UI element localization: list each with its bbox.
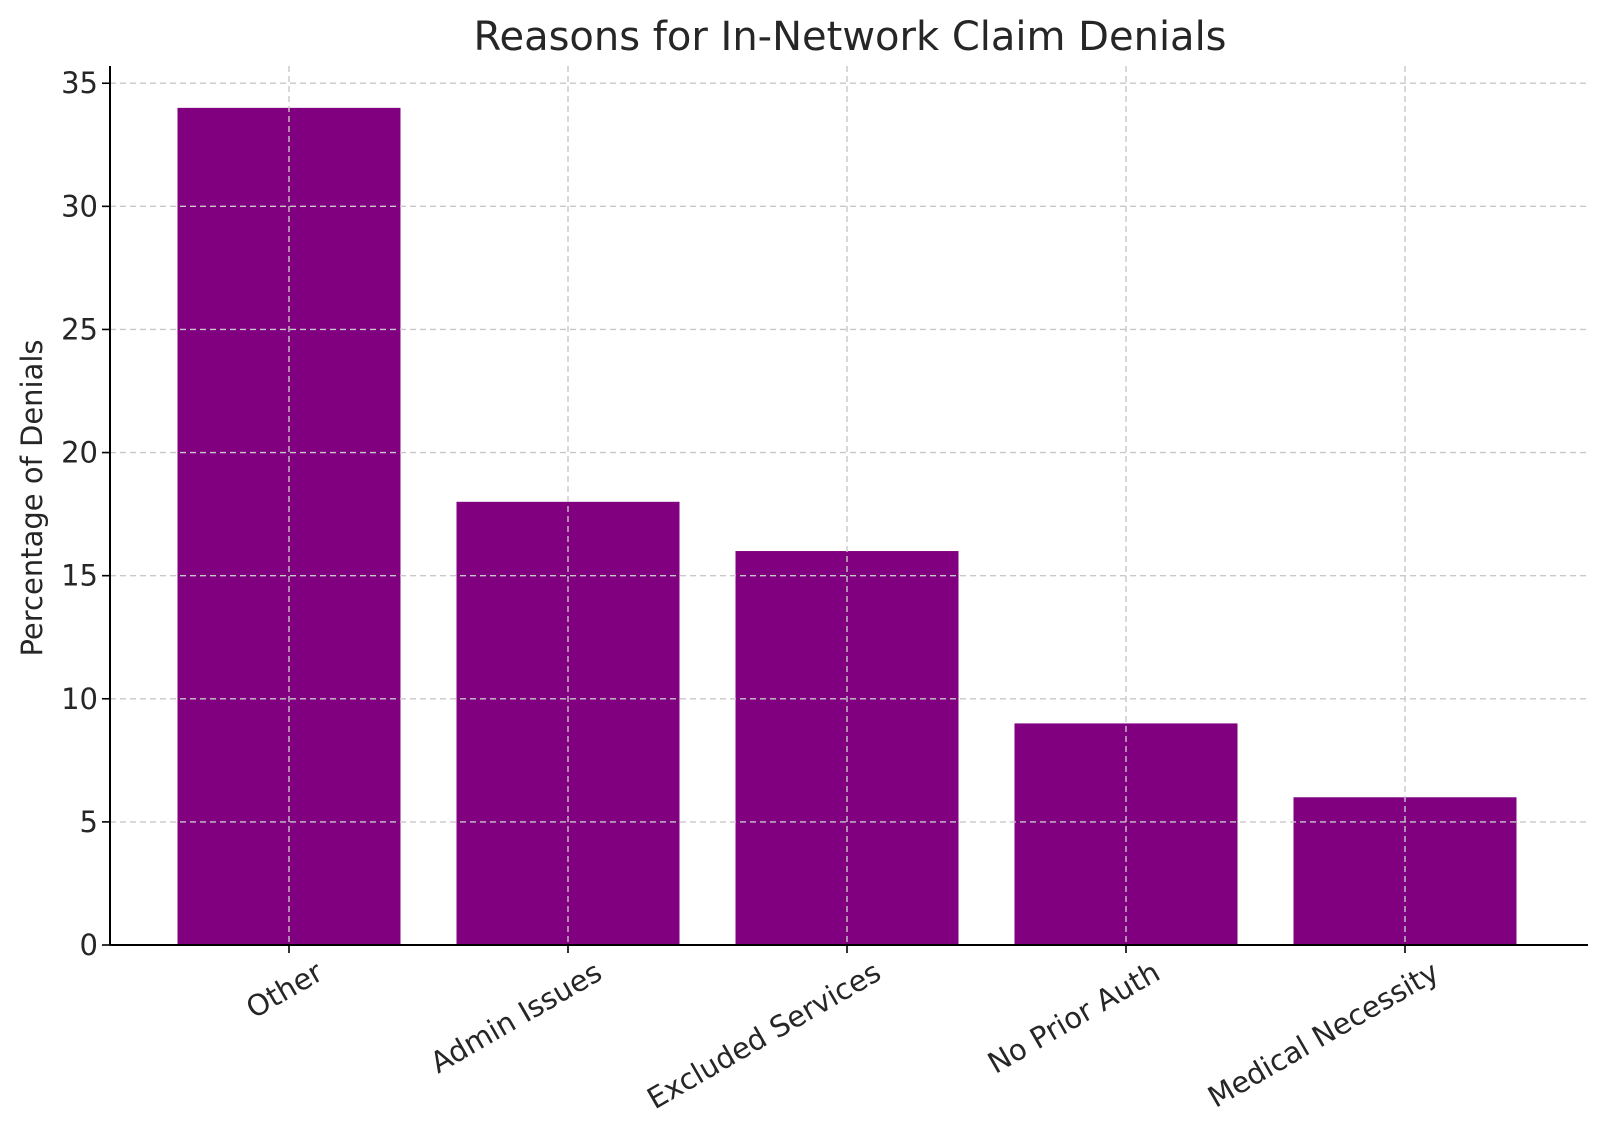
x-tick-label-excluded-services: Excluded Services — [641, 955, 886, 1116]
y-tick-label-15: 15 — [61, 559, 98, 593]
x-tick-label-medical-necessity: Medical Necessity — [1202, 955, 1445, 1115]
y-tick-label-30: 30 — [61, 189, 98, 223]
x-tick-label-other: Other — [240, 955, 328, 1026]
y-axis-label: Percentage of Denials — [15, 339, 49, 656]
y-tick-label-10: 10 — [61, 682, 98, 716]
chart-title: Reasons for In-Network Claim Denials — [473, 14, 1226, 60]
y-tick-label-20: 20 — [61, 436, 98, 470]
y-tick-label-25: 25 — [61, 312, 98, 346]
y-tick-label-35: 35 — [61, 66, 98, 100]
y-tick-label-5: 5 — [80, 805, 98, 839]
y-tick-label-0: 0 — [80, 928, 98, 962]
axes — [109, 66, 1588, 946]
grid-lines — [110, 66, 1588, 945]
x-tick-label-no-prior-auth: No Prior Auth — [982, 955, 1166, 1081]
x-tick-label-admin-issues: Admin Issues — [424, 955, 607, 1080]
